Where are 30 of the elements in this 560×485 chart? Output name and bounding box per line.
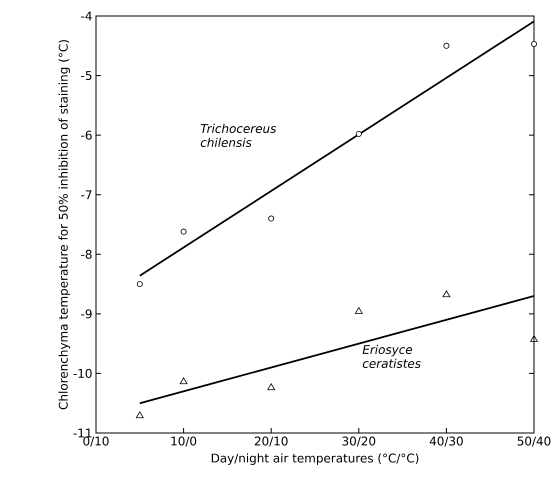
y-tick-label: -11 bbox=[74, 428, 92, 438]
x-tick-label: 20/10 bbox=[254, 436, 288, 446]
x-tick-label: 0/10 bbox=[83, 436, 109, 446]
point bbox=[530, 335, 538, 342]
point bbox=[136, 281, 143, 288]
text: Trichocereus chilensis bbox=[200, 124, 276, 147]
point bbox=[180, 377, 188, 384]
x-tick-label: 50/40 bbox=[518, 436, 550, 446]
x-axis-title: Day/night air temperatures (°C/°C) bbox=[212, 453, 418, 465]
y-tick-label: -9 bbox=[81, 309, 92, 318]
y-tick-label: -5 bbox=[81, 71, 92, 80]
point bbox=[180, 228, 187, 235]
point bbox=[531, 41, 537, 47]
x-tick-label: 40/30 bbox=[430, 436, 463, 446]
x-tick-label: 30/20 bbox=[342, 436, 376, 446]
y-axis-title: Chlorenchyma temperature for 50% inhibition of staining (°C) bbox=[58, 40, 70, 410]
y-tick-label: -4 bbox=[81, 12, 92, 20]
y-tick-label: -10 bbox=[74, 368, 92, 378]
y-tick-label: -8 bbox=[81, 250, 92, 259]
point bbox=[443, 42, 450, 49]
point bbox=[268, 216, 274, 222]
point bbox=[354, 307, 363, 314]
y-tick-label: -7 bbox=[81, 190, 92, 200]
point bbox=[442, 290, 450, 298]
x-tick-label: 10/0 bbox=[171, 436, 196, 446]
y-tick-label: -6 bbox=[81, 130, 92, 140]
point bbox=[356, 130, 362, 137]
point bbox=[267, 383, 276, 390]
series-label: Eriosyce ceratistes bbox=[362, 344, 421, 368]
point bbox=[136, 411, 144, 418]
